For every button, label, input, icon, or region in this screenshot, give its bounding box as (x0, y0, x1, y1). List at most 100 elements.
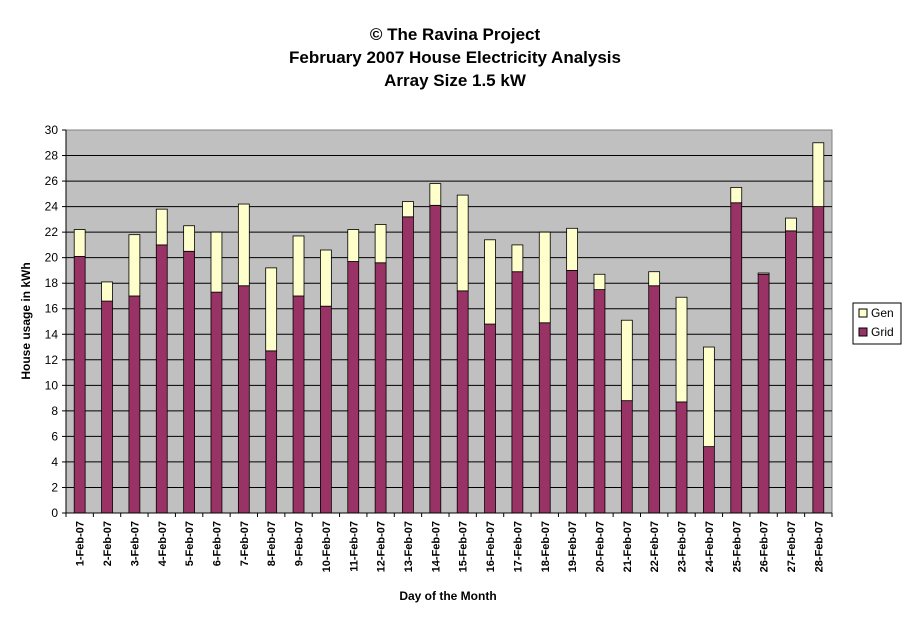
x-tick-label: 27-Feb-07 (786, 521, 798, 572)
bar-grid (101, 300, 113, 514)
x-tick-label: 20-Feb-07 (594, 521, 606, 572)
x-tick-label: 24-Feb-07 (704, 521, 716, 572)
bar-gen (620, 319, 633, 402)
bar-grid (593, 289, 606, 514)
bar-grid (155, 244, 168, 514)
bar-grid (237, 285, 250, 514)
bar-gen (538, 231, 551, 324)
y-tick-label: 22 (45, 225, 59, 239)
bar-grid (292, 295, 305, 514)
y-tick-label: 14 (45, 327, 59, 341)
bar-grid (785, 230, 797, 514)
x-tick-label: 1-Feb-07 (75, 521, 87, 566)
bar-grid (648, 285, 661, 514)
bar-grid (402, 216, 414, 514)
bar-grid (620, 400, 633, 514)
x-tick-label: 18-Feb-07 (540, 521, 552, 572)
bar-grid (538, 322, 551, 514)
bar-gen (484, 239, 496, 325)
chart-title: © The Ravina Project February 2007 House… (289, 25, 621, 90)
legend-swatch-gen (858, 308, 868, 318)
bar-grid (374, 262, 387, 514)
x-tick-label: 22-Feb-07 (649, 521, 661, 572)
bar-gen (292, 235, 305, 297)
bar-gen (812, 142, 825, 207)
bar-grid (128, 295, 141, 514)
bar-grid (566, 270, 578, 514)
x-axis-ticks: 1-Feb-07 2-Feb-07 3-Feb-07 4-Feb-07 5-Feb-07… (65, 512, 833, 572)
y-tick-label: 2 (51, 480, 58, 494)
bar-grid (347, 261, 360, 514)
bar-gen (703, 346, 715, 448)
bar-grid (703, 446, 715, 514)
y-tick-label: 4 (51, 455, 58, 469)
bar-gen (402, 201, 414, 218)
bar-gen (374, 224, 387, 264)
bar-gen (73, 229, 86, 257)
bar-gen (648, 271, 661, 287)
bar-gen (210, 231, 223, 293)
y-tick-label: 30 (45, 123, 59, 137)
y-tick-label: 12 (45, 353, 59, 367)
bar-gen (511, 244, 524, 273)
x-tick-label: 4-Feb-07 (157, 521, 169, 566)
bar-gen (101, 281, 113, 302)
bar-gen (785, 217, 797, 232)
bar-grid (511, 271, 524, 514)
x-tick-label: 21-Feb-07 (622, 521, 634, 572)
bar-grid (675, 401, 688, 514)
x-tick-label: 12-Feb-07 (376, 521, 388, 572)
bar-gen (183, 225, 195, 252)
x-axis-label: Day of the Month (399, 589, 496, 603)
bar-gen (155, 208, 168, 246)
bar-gen (429, 183, 442, 206)
x-tick-label: 2-Feb-07 (102, 521, 114, 566)
x-tick-label: 6-Feb-07 (211, 521, 223, 566)
bar-grid (730, 202, 743, 514)
x-tick-label: 8-Feb-07 (266, 521, 278, 566)
bar-grid (812, 206, 825, 514)
x-tick-label: 25-Feb-07 (731, 521, 743, 572)
bar-gen (237, 203, 250, 287)
bar-gen (320, 249, 332, 307)
x-tick-label: 3-Feb-07 (129, 521, 141, 566)
legend-label-gen: Gen (871, 306, 894, 320)
bar-grid (265, 350, 278, 514)
y-tick-label: 6 (51, 429, 58, 443)
y-tick-label: 28 (45, 149, 59, 163)
bar-grid (320, 305, 332, 514)
x-tick-label: 10-Feb-07 (321, 521, 333, 572)
bar-gen (593, 273, 606, 290)
legend-label-grid: Grid (871, 325, 894, 339)
bar-grid (73, 255, 86, 514)
bar-gen (456, 194, 469, 292)
chart-title-line-2: February 2007 House Electricity Analysis (289, 48, 621, 67)
y-axis-label: House usage in kWh (19, 262, 33, 379)
x-tick-label: 5-Feb-07 (184, 521, 196, 566)
bar-gen (128, 234, 141, 297)
bar-gen (730, 187, 743, 204)
bar-grid (456, 290, 469, 514)
x-tick-label: 13-Feb-07 (403, 521, 415, 572)
x-tick-label: 23-Feb-07 (677, 521, 689, 572)
y-tick-label: 20 (45, 251, 59, 265)
chart-title-line-3: Array Size 1.5 kW (384, 71, 527, 90)
bar-grid (183, 250, 195, 514)
plot-area (65, 129, 833, 514)
y-tick-label: 24 (45, 200, 59, 214)
x-tick-label: 17-Feb-07 (512, 521, 524, 572)
x-tick-label: 11-Feb-07 (348, 521, 360, 572)
bar-gen (675, 296, 688, 403)
x-tick-label: 7-Feb-07 (239, 521, 251, 566)
bar-gen (757, 272, 770, 275)
bar-grid (757, 273, 770, 514)
chart-title-line-1: © The Ravina Project (370, 25, 541, 44)
x-tick-label: 19-Feb-07 (567, 521, 579, 572)
x-tick-label: 28-Feb-07 (813, 521, 825, 572)
bar-grid (210, 291, 223, 514)
bar-grid (429, 204, 442, 514)
y-tick-label: 16 (45, 302, 59, 316)
bars (73, 142, 825, 514)
